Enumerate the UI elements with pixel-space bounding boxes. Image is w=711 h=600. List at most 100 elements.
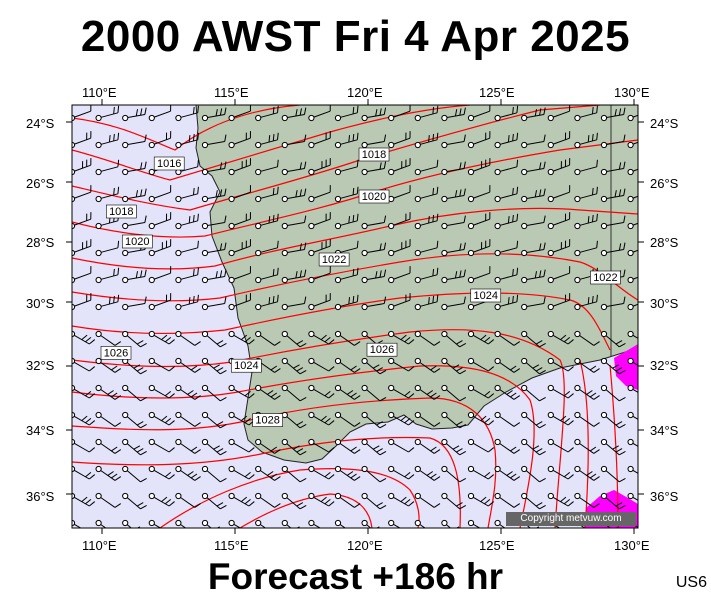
barb-station (441, 114, 448, 122)
wind-barb (388, 492, 415, 507)
barb-feather (108, 135, 111, 143)
barb-feather (114, 422, 122, 427)
barb-shaft (525, 335, 540, 348)
wind-barb (281, 107, 307, 122)
barb-feather (136, 526, 141, 528)
barb-shaft (553, 137, 570, 145)
barb-feather (560, 496, 567, 502)
barb-feather (536, 530, 542, 533)
barb-feather (567, 447, 574, 453)
barb-feather (454, 271, 458, 279)
lat-label-right-30: 30°S (650, 296, 679, 311)
barb-station (388, 222, 395, 230)
isobar (579, 359, 589, 528)
barb-feather (383, 107, 387, 115)
wind-barb (334, 357, 361, 373)
barb-shaft (605, 470, 620, 483)
barb-station (122, 141, 129, 149)
lat-label-right-36: 36°S (650, 489, 679, 504)
barb-station (494, 114, 501, 122)
barb-shaft (446, 168, 465, 173)
barb-feather (432, 295, 435, 304)
barb-feather (484, 417, 491, 424)
barb-feather (459, 370, 467, 375)
barb-station (574, 222, 581, 230)
barb-shaft (339, 443, 355, 454)
barb-feather (299, 505, 307, 510)
barb-station (494, 411, 501, 419)
barb-station (467, 357, 475, 365)
barb-shaft (233, 523, 242, 528)
barb-feather (220, 343, 227, 348)
lon-label-top-125: 125°E (479, 85, 515, 100)
barb-station (627, 276, 634, 284)
barb-shaft (499, 362, 515, 373)
barb-feather (596, 132, 598, 140)
barb-shaft (339, 416, 355, 427)
barb-station (600, 222, 608, 230)
wind-barb (627, 195, 638, 203)
barb-feather (534, 271, 538, 279)
barb-feather (168, 339, 175, 345)
barb-station (627, 114, 634, 122)
wind-barb (547, 239, 571, 257)
barb-feather (304, 161, 307, 169)
barb-station (414, 141, 421, 149)
barb-feather (452, 445, 460, 450)
wind-barb (600, 242, 626, 257)
barb-shaft (446, 222, 465, 227)
barb-feather (596, 159, 598, 167)
barb-feather (114, 503, 122, 508)
wind-barb (122, 438, 147, 456)
barb-station (148, 195, 155, 203)
barb-shaft (180, 112, 198, 118)
barb-feather (213, 364, 220, 369)
barb-feather (219, 108, 223, 116)
barb-shaft (499, 524, 506, 528)
barb-shaft (154, 137, 171, 145)
barb-shaft (553, 218, 570, 226)
barb-station (467, 168, 475, 176)
barb-feather (512, 187, 514, 196)
barb-shaft (100, 193, 119, 199)
barb-shaft (74, 299, 91, 307)
barb-feather (194, 503, 201, 508)
wind-barb (148, 519, 162, 528)
wind-barb (201, 161, 227, 176)
wind-barb (175, 438, 201, 454)
barb-feather (484, 336, 491, 343)
barb-shaft (632, 249, 638, 253)
barb-feather (117, 294, 120, 302)
barb-feather (568, 529, 573, 533)
barb-feather (587, 135, 590, 143)
barb-station (148, 438, 155, 446)
model-code: US6 (675, 574, 707, 591)
barb-feather (299, 270, 302, 278)
barb-shaft (313, 523, 322, 528)
barb-station (388, 411, 395, 419)
barb-feather (459, 424, 467, 429)
wind-barb (467, 357, 495, 372)
wind-barb (441, 134, 466, 149)
wind-barb (494, 465, 521, 481)
barb-station (201, 276, 209, 284)
barb-feather (114, 368, 122, 373)
wind-barb (388, 131, 411, 149)
barb-feather (356, 105, 359, 113)
barb-station (148, 303, 155, 311)
barb-shaft (340, 193, 358, 199)
wind-barb (122, 215, 147, 230)
wind-barb (414, 294, 439, 311)
barb-feather (270, 473, 278, 479)
barb-feather (612, 445, 619, 450)
barb-station (388, 465, 395, 473)
barb-feather (304, 242, 307, 250)
wind-barb (281, 465, 307, 483)
barb-feather (454, 109, 458, 117)
barb-feather (408, 366, 415, 372)
barb-station (467, 195, 475, 203)
wind-barb (201, 134, 227, 149)
barb-shaft (260, 335, 275, 346)
barb-feather (540, 532, 546, 535)
barb-feather (164, 498, 172, 505)
